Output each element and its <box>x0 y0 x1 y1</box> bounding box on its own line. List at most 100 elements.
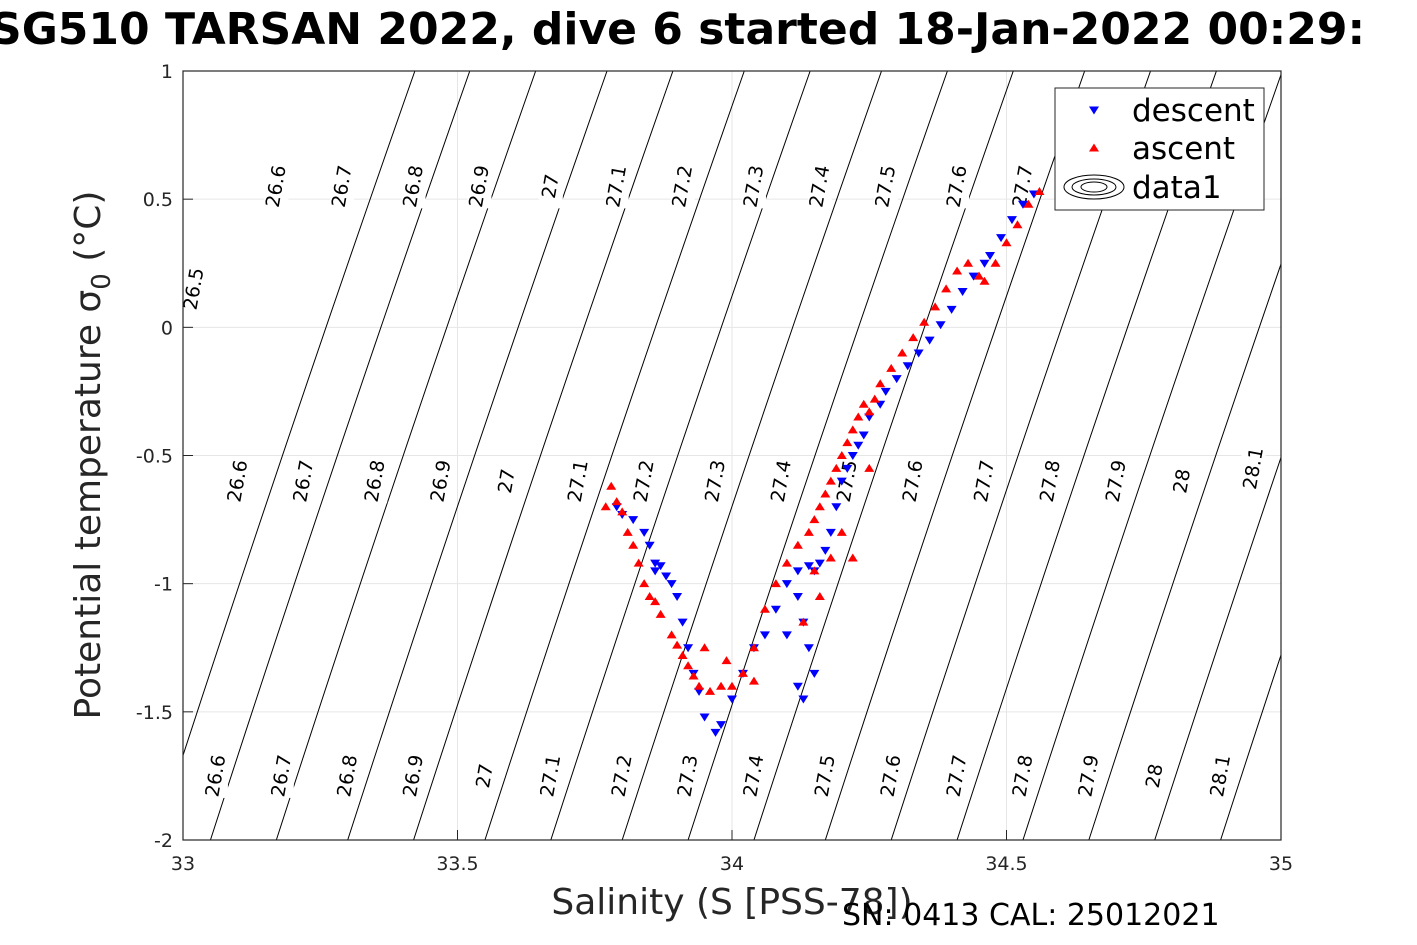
y-tick-label: -1.5 <box>136 702 173 724</box>
contour-label-bg <box>401 164 426 209</box>
y-tick-label: 0 <box>161 317 173 339</box>
ascent-point <box>919 317 930 326</box>
ascent-point <box>1001 238 1012 247</box>
y-tick-label: -1 <box>154 574 173 596</box>
contour-label-bg <box>1241 446 1266 491</box>
contour-label-bg <box>813 753 838 798</box>
contour-label-bg <box>494 459 519 504</box>
isopycnal-line <box>1220 653 1281 840</box>
contour-label-bg <box>1076 753 1101 798</box>
contour-label-bg <box>670 164 695 209</box>
descent-point <box>650 567 661 576</box>
contour-label-bg <box>472 753 497 798</box>
data-series <box>600 186 1045 737</box>
ascent-point <box>781 558 792 567</box>
descent-point <box>628 516 639 525</box>
isopycnal-line <box>413 71 674 840</box>
calibration-caption: SN: 0413 CAL: 25012021 <box>842 898 1220 933</box>
ascent-point <box>1034 186 1045 195</box>
ascent-point <box>737 668 748 677</box>
legend-contour-icon <box>1080 181 1108 193</box>
descent-point <box>759 631 770 640</box>
ascent-point <box>699 643 710 652</box>
descent-point <box>935 321 946 330</box>
contour-label-bg <box>807 164 832 209</box>
descent-point <box>770 605 781 614</box>
contour-label-bg <box>879 753 904 798</box>
descent-point <box>1017 200 1028 209</box>
isopycnal-line <box>347 71 608 840</box>
contour-label-bg <box>538 753 563 798</box>
contour-label-bg <box>363 459 388 504</box>
isopycnal-line <box>209 71 471 840</box>
ascent-point <box>633 558 644 567</box>
contour-label-bg <box>1170 459 1195 504</box>
x-tick-label: 33 <box>171 853 195 875</box>
contour-label-bg <box>1010 753 1035 798</box>
descent-point <box>847 452 858 460</box>
contour-label-bg <box>972 459 997 504</box>
density-contours: 26.526.626.626.626.726.726.726.826.826.8… <box>183 71 1281 840</box>
x-tick-label: 34.5 <box>985 853 1027 875</box>
descent-point <box>825 528 836 537</box>
descent-point <box>842 464 853 473</box>
ascent-point <box>842 438 853 447</box>
contour-label-bg <box>741 753 766 798</box>
contour-label: 27 <box>472 762 498 790</box>
descent-point <box>858 431 869 440</box>
descent-point <box>831 503 842 512</box>
contour-label: 27 <box>538 173 564 201</box>
ascent-point <box>716 681 727 690</box>
ascent-point <box>820 489 831 498</box>
x-tick-label: 35 <box>1269 853 1293 875</box>
contour-label: 28 <box>1169 467 1195 495</box>
contour-label-bg <box>467 164 492 209</box>
contour-label-bg <box>901 459 926 504</box>
contour-label-bg <box>873 164 898 209</box>
descent-point <box>809 669 820 678</box>
ascent-point <box>770 579 781 588</box>
descent-point <box>792 592 803 601</box>
descent-point <box>820 546 831 555</box>
descent-point <box>880 387 891 396</box>
legend-label-data1: data1 <box>1132 170 1222 206</box>
descent-point <box>814 559 825 568</box>
contour-label-bg <box>703 459 728 504</box>
y-tick-label: 1 <box>161 61 173 83</box>
isopycnal-line <box>550 71 811 840</box>
descent-point <box>946 305 957 314</box>
descent-point <box>803 644 814 653</box>
descent-point <box>611 503 622 512</box>
ascent-point <box>864 407 875 416</box>
ascent-point <box>792 540 803 549</box>
descent-point <box>803 562 814 571</box>
ascent-point <box>644 591 655 600</box>
contour-label-bg <box>429 459 454 504</box>
contour-label-bg <box>330 164 355 209</box>
ascent-point <box>979 276 990 285</box>
contour-label-bg <box>225 459 250 504</box>
contour-label-bg <box>1038 459 1063 504</box>
contour-label-bg <box>269 753 294 798</box>
contour-label-bg <box>1104 459 1129 504</box>
ascent-point <box>694 681 705 690</box>
descent-point <box>666 580 677 589</box>
descent-point <box>891 375 902 384</box>
ascent-point <box>875 379 886 388</box>
descent-point <box>798 695 809 704</box>
isopycnal-line <box>1154 455 1281 840</box>
ascent-point <box>974 271 985 280</box>
ascent-point <box>611 497 622 506</box>
isopycnal-line <box>621 71 882 840</box>
ascent-point <box>639 579 650 588</box>
legend-contour-icon <box>1063 174 1125 200</box>
isopycnal-line <box>753 71 1014 840</box>
ascent-point <box>705 686 716 695</box>
descent-point <box>913 349 924 358</box>
contour-label-bg <box>741 164 766 209</box>
ascent-point <box>600 502 611 511</box>
ascent-point <box>677 650 688 659</box>
descent-point <box>710 728 721 737</box>
